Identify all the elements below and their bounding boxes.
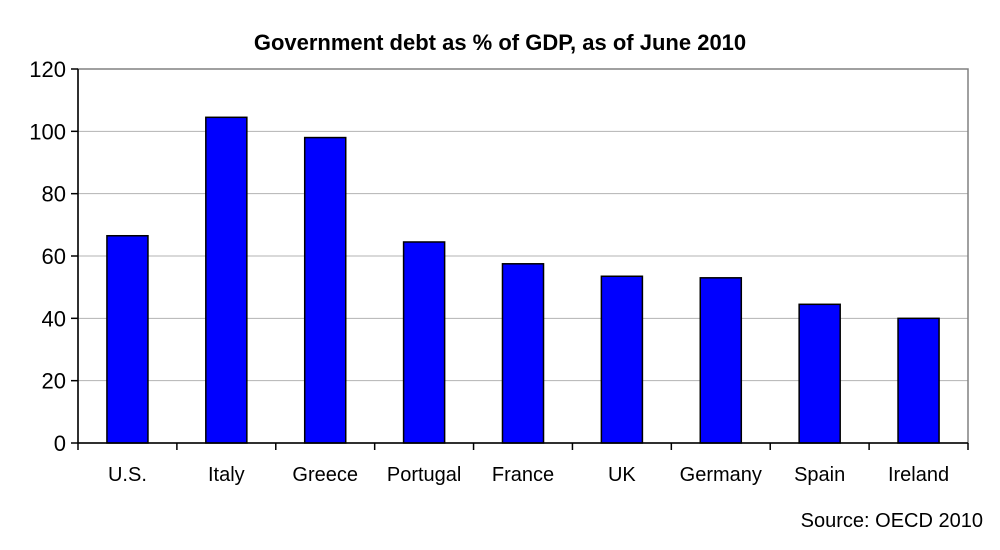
y-tick-label: 120	[29, 57, 66, 82]
x-tick-label: Italy	[208, 464, 245, 486]
bar	[501, 263, 545, 444]
bar	[798, 303, 841, 444]
y-tick-label: 100	[29, 119, 66, 144]
x-tick-label: Spain	[794, 464, 845, 486]
x-tick-label: UK	[608, 464, 636, 486]
bar	[303, 136, 347, 444]
y-tick-label: 40	[42, 306, 66, 331]
bar	[205, 116, 248, 444]
y-tick-label: 60	[42, 244, 66, 269]
x-tick-label: U.S.	[108, 464, 147, 486]
x-tick-label: Ireland	[888, 464, 949, 486]
x-tick-label: France	[492, 464, 554, 486]
x-tick-label: Germany	[680, 464, 762, 486]
bar	[402, 241, 446, 444]
bar	[600, 275, 644, 444]
chart-title: Government debt as % of GDP, as of June …	[254, 30, 746, 55]
x-tick-label: Portugal	[387, 464, 462, 486]
bar	[699, 277, 743, 444]
x-tick-label: Greece	[292, 464, 358, 486]
x-axis-ticks: U.S. Italy Greece Portugal France UK Germany Sp…	[77, 443, 969, 486]
source-note: Source: OECD 2010	[801, 510, 983, 532]
bar	[106, 234, 149, 444]
y-tick-label: 0	[54, 431, 66, 456]
bar	[897, 317, 940, 444]
bars	[106, 116, 940, 444]
y-tick-label: 20	[42, 369, 66, 394]
y-tick-label: 80	[42, 182, 66, 207]
y-axis-ticks: 0 20 40 60 80 100 120	[29, 57, 78, 456]
